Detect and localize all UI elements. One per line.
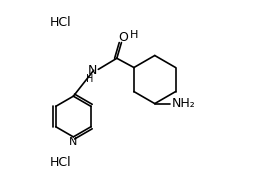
Text: HCl: HCl [49,16,71,29]
Text: O: O [118,31,128,43]
Text: N: N [88,64,98,77]
Text: H: H [86,74,94,84]
Text: H: H [130,30,138,40]
Text: NH₂: NH₂ [171,97,195,110]
Text: HCl: HCl [49,156,71,169]
Text: N: N [69,137,77,147]
